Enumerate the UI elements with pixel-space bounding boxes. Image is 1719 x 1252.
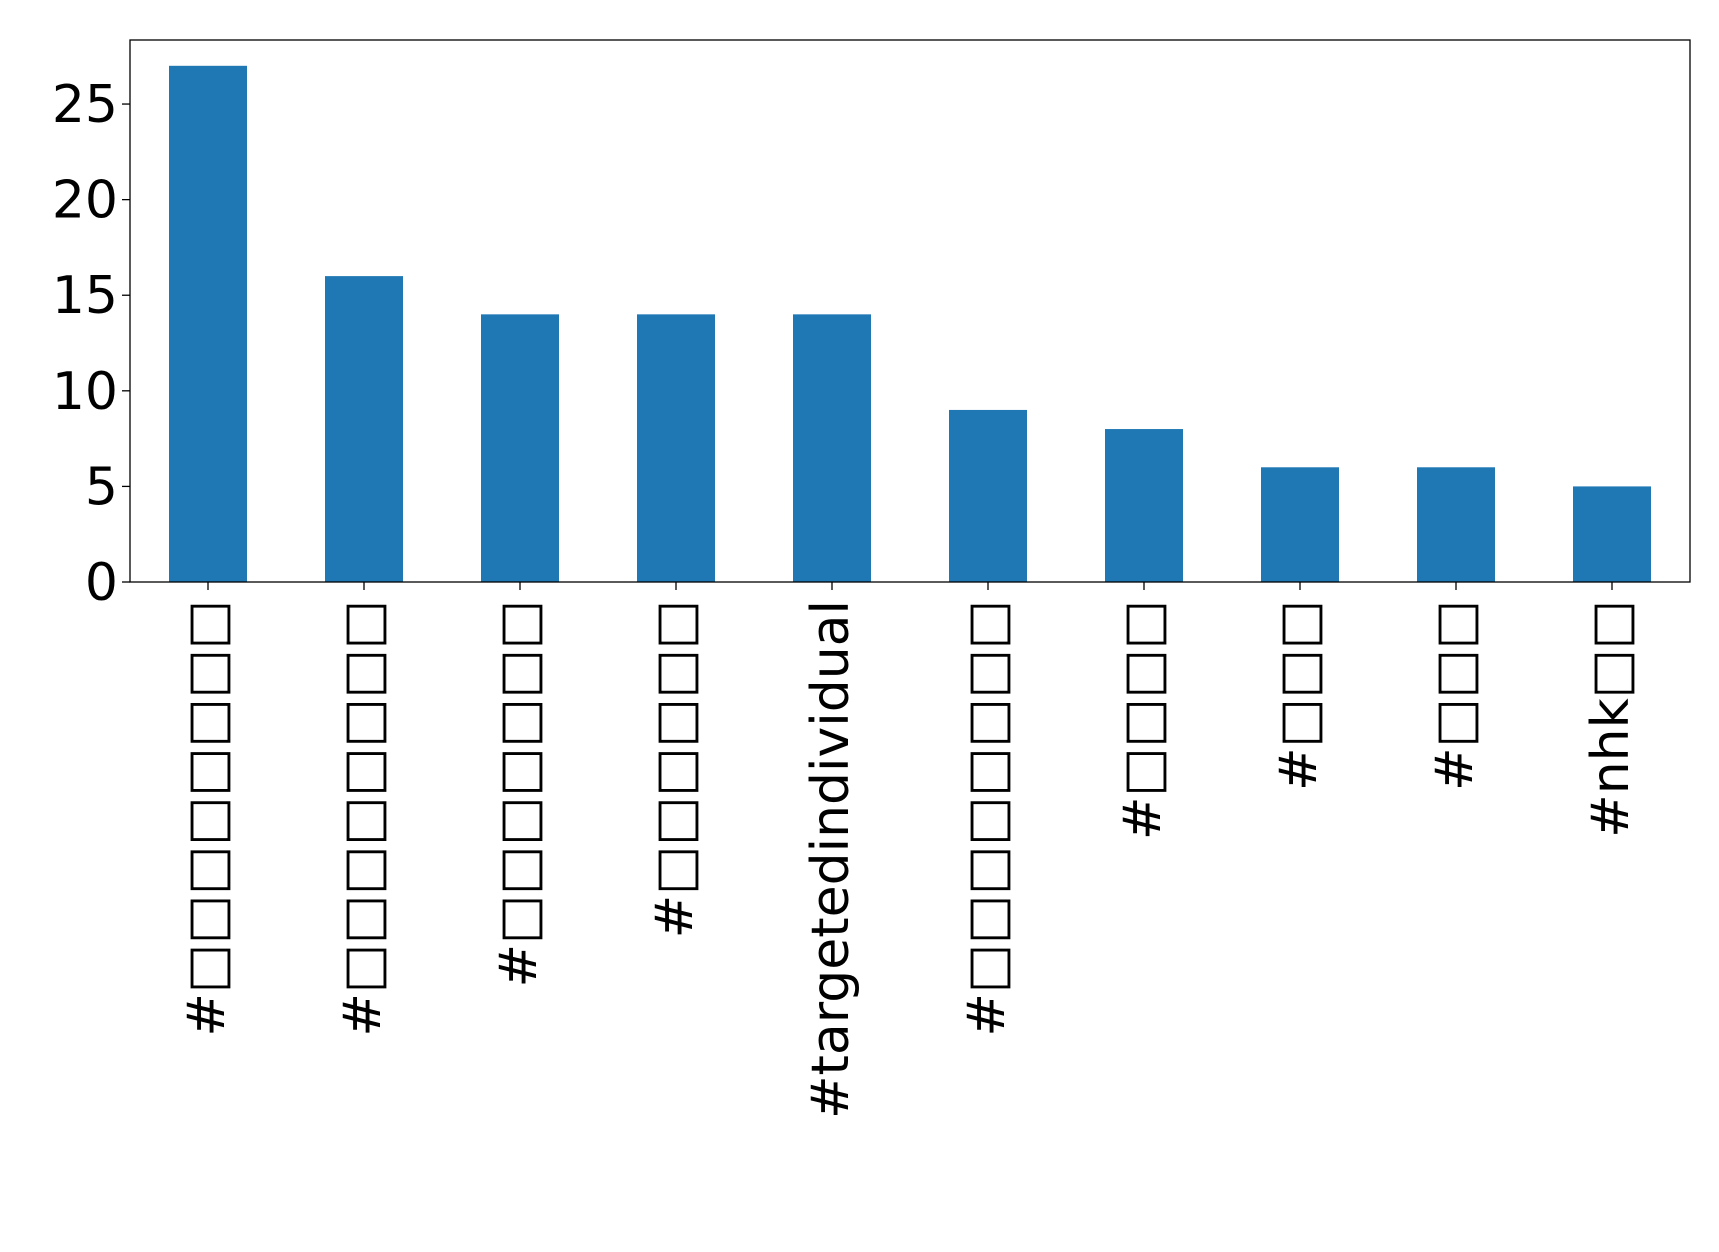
x-tick-label: #□□□□ (1113, 600, 1173, 840)
bar (637, 314, 715, 582)
y-tick-label: 15 (52, 266, 118, 326)
plot-frame (129, 39, 1691, 583)
bar (1417, 467, 1495, 582)
bar (1573, 486, 1651, 582)
x-tick-label: #□□□□□□□□ (177, 600, 237, 1037)
x-axis: #□□□□□□□□ #□□□□□□□□ #□□□□□□□ #□□□□□□ #target… (177, 582, 1641, 1119)
x-tick-label: #□□□□□□□ (489, 600, 549, 988)
y-tick-label: 10 (52, 362, 118, 422)
bar (949, 409, 1027, 582)
y-tick-label: 0 (85, 553, 118, 613)
bar (481, 314, 559, 582)
bars-group (169, 65, 1651, 583)
bar (1105, 429, 1183, 582)
x-tick-label: #□□□□□□ (645, 600, 705, 938)
y-tick-label: 20 (52, 171, 118, 231)
x-tick-label: #□□□□□□□□ (957, 600, 1017, 1037)
x-tick-label: #□□□□□□□□ (333, 600, 393, 1037)
x-tick-label: #□□□ (1425, 600, 1485, 791)
y-tick-label: 5 (85, 457, 118, 517)
x-tick-label: #□□□ (1269, 600, 1329, 791)
x-tick-label: #nhk□□ (1581, 600, 1641, 838)
bar (793, 314, 871, 582)
bar (1261, 467, 1339, 582)
y-axis: 0 5 10 15 20 25 (52, 75, 130, 613)
bar (169, 65, 247, 583)
bar (325, 276, 403, 582)
y-tick-label: 25 (52, 75, 118, 135)
x-tick-label: #targetedindividual (801, 600, 861, 1119)
